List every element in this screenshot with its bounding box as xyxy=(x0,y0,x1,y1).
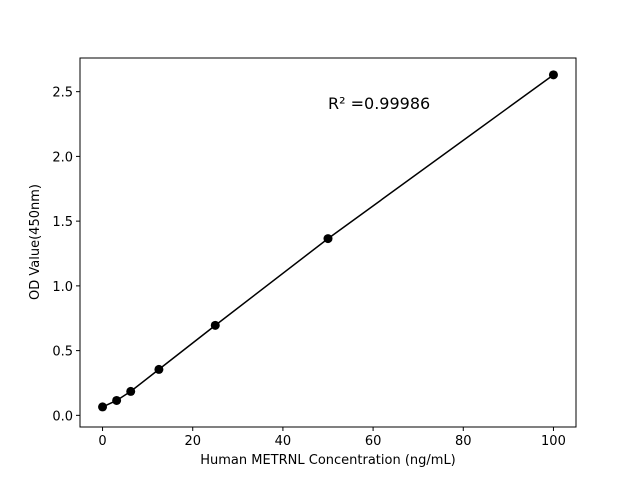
x-tick-label: 40 xyxy=(275,434,292,449)
x-tick-label: 20 xyxy=(184,434,201,449)
point xyxy=(154,364,164,374)
point xyxy=(98,402,108,412)
y-axis-label: OD Value(450nm) xyxy=(28,184,43,300)
x-axis-label: Human METRNL Concentration (ng/mL) xyxy=(200,453,456,468)
point xyxy=(112,395,122,405)
x-tick-label: 60 xyxy=(365,434,382,449)
plot-frame xyxy=(79,57,577,428)
annotation: R² =0.99986 xyxy=(328,94,430,113)
point xyxy=(126,386,136,396)
x-tick-label: 0 xyxy=(98,434,106,449)
y-tick-label: 1.0 xyxy=(52,280,73,295)
y-tick-label: 2.5 xyxy=(52,86,73,101)
point xyxy=(548,70,558,80)
y-tick-label: 0.5 xyxy=(52,345,73,360)
point xyxy=(323,234,333,244)
y-tick-label: 2.0 xyxy=(52,150,73,165)
y-tick-label: 1.5 xyxy=(52,215,73,230)
x-tick-label: 80 xyxy=(455,434,472,449)
y-tick-label: 0.0 xyxy=(52,409,73,424)
point xyxy=(210,320,220,330)
x-tick-label: 100 xyxy=(541,434,566,449)
